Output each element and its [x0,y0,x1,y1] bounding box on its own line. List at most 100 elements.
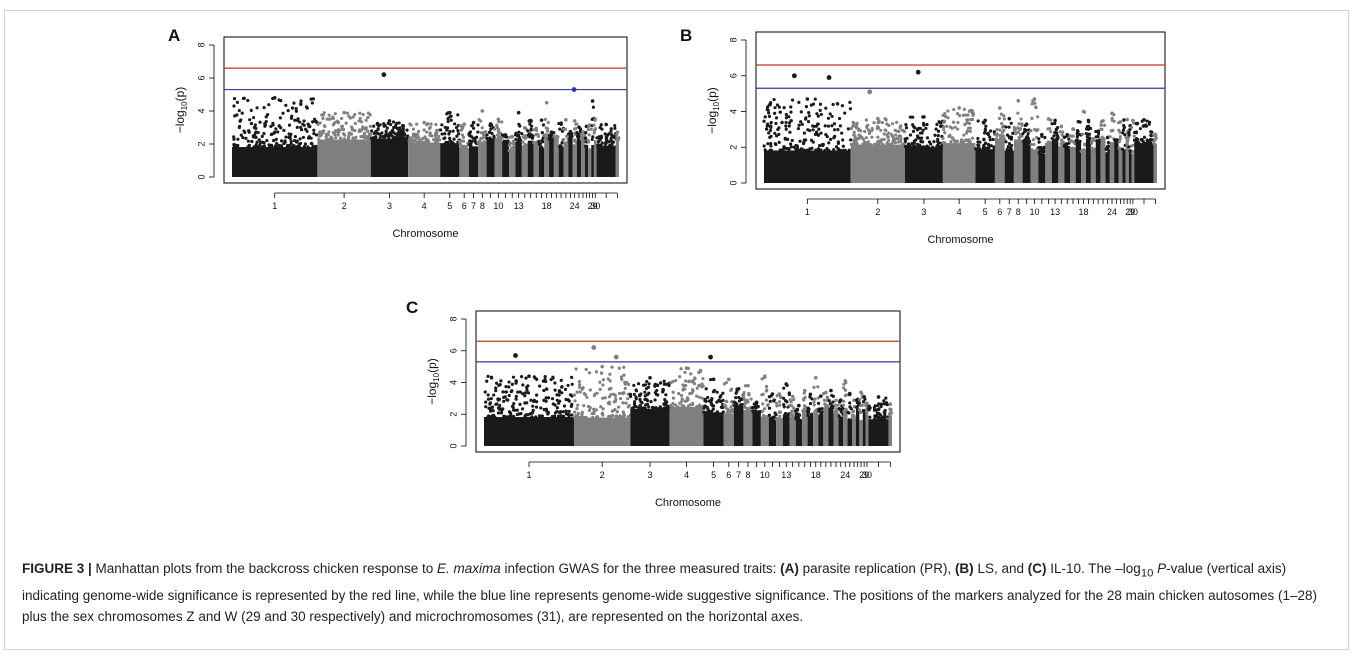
snp-point [289,139,293,143]
x-tick-label: 18 [1079,207,1089,217]
snp-peak-point [711,377,716,382]
snp-point [1050,136,1054,141]
x-tick-label: 13 [781,470,791,480]
snp-point [984,124,988,128]
snp-point [841,406,845,411]
snp-point [988,138,992,142]
snp-point [816,401,821,405]
snp-point [444,141,448,145]
snp-point [613,408,617,412]
snp-point [584,367,588,371]
snp-point [931,145,935,149]
snp-point [312,132,316,136]
snp-band [576,136,582,177]
snp-point [306,145,310,149]
snp-point [941,141,945,145]
snp-point [647,382,651,386]
snp-point [576,403,580,407]
snp-point [485,379,489,383]
snp-peak-point [754,400,759,405]
snp-point [422,128,426,132]
snp-point [953,125,957,129]
snp-point [416,129,421,134]
snp-point [446,126,450,130]
snp-point [428,131,432,135]
snp-point [632,400,637,404]
snp-point [645,379,649,384]
snp-point [767,395,771,399]
x-tick-label: 5 [711,470,716,480]
snp-point [232,135,236,139]
snp-point [615,415,620,420]
snp-point [1095,140,1099,144]
snp-point [880,120,884,125]
snp-peak-point [1081,109,1086,114]
snp-point [885,122,889,126]
snp-point [943,112,947,116]
snp-point [385,126,389,130]
snp-point [555,409,559,414]
snp-point [435,140,439,144]
snp-point [832,122,837,126]
snp-point [676,405,680,409]
snp-point [682,383,686,388]
snp-point [805,148,809,152]
caption-text: Manhattan plots from the backcross chick… [91,561,437,576]
snp-point [891,140,895,144]
snp-point [787,392,791,397]
snp-point [1083,150,1087,154]
snp-peak-point [1046,117,1051,121]
snp-point [1000,121,1004,126]
snp-band [1051,138,1059,183]
snp-point [903,144,908,149]
snp-point [1030,102,1034,106]
snp-point [619,397,623,401]
snp-point [301,135,306,140]
x-tick-label: 4 [684,470,689,480]
snp-point [576,411,580,415]
snp-point [699,384,703,388]
snp-point [251,116,256,120]
snp-point [787,115,791,119]
snp-point [949,140,953,144]
snp-point [507,385,511,389]
snp-point [579,137,583,141]
snp-point [510,404,515,409]
snp-point [777,126,781,130]
snp-point [1006,145,1010,149]
snp-point [449,118,453,122]
snp-band [723,413,734,446]
snp-point [1084,132,1088,136]
snp-point [575,390,579,394]
y-axis-label: −log10(p) [425,358,441,405]
snp-point [1016,130,1021,135]
snp-point [734,391,738,395]
snp-point [634,389,639,393]
snp-point [933,133,937,137]
snp-point [641,407,645,411]
snp-point [336,133,340,137]
snp-point [574,126,578,131]
snp-point [664,393,668,397]
x-tick-label: 1 [805,207,810,217]
snp-point [422,140,426,145]
snp-point [698,368,703,372]
snp-point [947,134,951,139]
snp-point [608,372,612,376]
snp-band [1013,139,1023,183]
snp-peak-point [1076,119,1081,124]
snp-point [536,134,540,138]
snp-point [956,120,960,125]
snp-point [457,139,462,143]
snp-point [542,388,546,393]
snp-point [730,410,735,414]
snp-point [789,110,793,114]
snp-point [783,398,788,403]
snp-point [1019,117,1023,121]
snp-point [864,118,868,122]
snp-peak-point [865,401,869,405]
snp-point [659,406,663,411]
snp-point [868,142,873,147]
snp-band [823,407,829,446]
snp-peak-point [834,398,838,403]
